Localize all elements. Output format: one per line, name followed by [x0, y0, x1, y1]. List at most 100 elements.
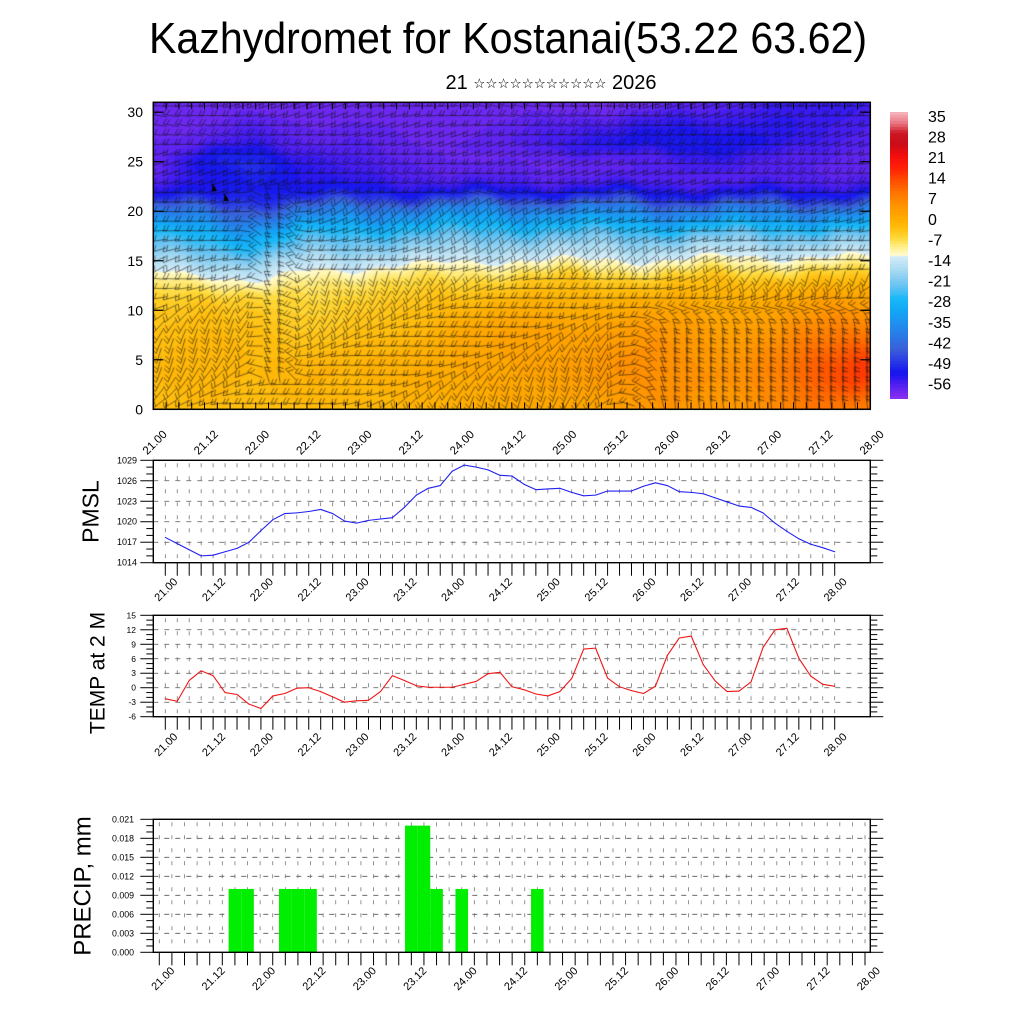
x-tick-label: 21.12 [200, 576, 228, 604]
pmsl-line-segment [535, 488, 549, 491]
temp-line-segment [535, 693, 549, 697]
x-tick-label: 22.00 [248, 731, 276, 759]
x-tick-label: 27.12 [774, 731, 802, 759]
pmsl-ticks [140, 459, 884, 576]
x-tick-label: 27.00 [754, 965, 782, 993]
y-tick-label: -6 [128, 712, 136, 722]
temp-line-segment [654, 654, 668, 687]
x-tick-label: 24.12 [502, 965, 530, 993]
pmsl-line-segment [714, 497, 728, 503]
y-tick-label: 25 [127, 154, 143, 170]
pmsl-line-segment [487, 469, 501, 476]
x-tick-label: 22.12 [296, 731, 324, 759]
x-tick-label: 21.00 [149, 965, 177, 993]
x-tick-label: 23.12 [397, 429, 426, 458]
x-tick-label: 22.00 [248, 576, 276, 604]
y-tick-label: -3 [128, 697, 136, 707]
x-tick-label: 22.12 [295, 429, 324, 458]
x-tick-label: 21.00 [152, 731, 180, 759]
x-tick-label: 25.12 [602, 429, 631, 458]
pmsl-line-segment [750, 506, 764, 514]
pmsl-line-segment [308, 508, 322, 513]
temperature-wind-heatmap [153, 102, 870, 409]
pmsl-line-segment [595, 490, 609, 496]
x-tick-label: 28.00 [858, 429, 887, 458]
pmsl-line-segment [272, 512, 286, 521]
y-tick-label: 5 [135, 352, 143, 368]
subtitle-month-missing-glyphs: ☆☆☆☆☆☆☆☆☆☆☆ [473, 76, 607, 92]
pmsl-line-segment [786, 530, 800, 540]
temp-ticks [140, 614, 884, 730]
pmsl-line-segment [439, 470, 453, 487]
temp-frame [152, 614, 872, 718]
precip-bar [279, 888, 292, 953]
temp-line-segment [284, 687, 298, 695]
pmsl-line-segment [391, 506, 405, 519]
temp-line-segment [320, 691, 334, 698]
temp-line-segment [774, 627, 788, 631]
y-tick-label: 1029 [117, 455, 137, 465]
pmsl-line-segment [296, 510, 310, 514]
pmsl-grid [153, 463, 871, 563]
x-tick-label: 24.12 [499, 429, 528, 458]
precip-bar [455, 888, 469, 953]
pmsl-line-segment [284, 512, 298, 515]
y-tick-label: 3 [131, 668, 136, 678]
y-tick-label: 0.009 [112, 890, 134, 900]
temp-line-segment [463, 680, 477, 685]
pmsl-line-segment [702, 493, 716, 499]
temp-line-segment [630, 690, 644, 695]
temp-line-segment [666, 637, 680, 656]
colorbar-label: 14 [928, 171, 946, 188]
pmsl-line-segment [260, 519, 274, 532]
x-tick-label: 22.00 [243, 429, 272, 458]
colorbar-label: -35 [928, 315, 951, 332]
pmsl-line-segment [356, 519, 370, 524]
y-tick-label: 1023 [117, 496, 137, 506]
x-tick-label: 24.00 [439, 576, 467, 604]
x-tick-label: 27.12 [807, 429, 836, 458]
temp-line-segment [822, 683, 836, 687]
pmsl-line-segment [475, 466, 489, 471]
x-tick-label: 26.12 [704, 429, 733, 458]
x-tick-label: 26.12 [678, 731, 706, 759]
temp-line-segment [762, 629, 776, 649]
pmsl-line-segment [762, 512, 776, 524]
pmsl-line-segment [547, 487, 561, 490]
pmsl-line-segment [344, 520, 358, 524]
temp-line-segment [475, 673, 489, 683]
x-tick-label: 25.00 [553, 965, 581, 993]
subtitle-year: 2026 [612, 72, 657, 94]
pmsl-line-segment [248, 530, 262, 543]
y-tick-label: 20 [127, 203, 143, 219]
x-tick-label: 23.12 [401, 965, 429, 993]
x-tick-label: 24.00 [448, 429, 477, 458]
temp-line-segment [607, 677, 621, 688]
x-tick-label: 26.00 [630, 731, 658, 759]
temp-line-segment [367, 691, 382, 701]
temp-axis-title: TEMP at 2 M [87, 612, 110, 734]
temp-line-segment [798, 657, 812, 677]
x-tick-label: 21.00 [141, 429, 170, 458]
y-tick-label: 1020 [117, 517, 137, 527]
temp-line-segment [248, 703, 262, 710]
precip-bar [291, 888, 305, 953]
colorbar-label: 21 [928, 150, 946, 167]
pmsl-line-segment [810, 543, 824, 549]
temp-line-segment [344, 700, 358, 703]
temp-line-segment [690, 635, 704, 666]
y-tick-label: 0.015 [112, 852, 134, 862]
y-tick-label: 0.006 [112, 909, 134, 919]
y-tick-label: 1014 [117, 558, 137, 568]
temp-line-segment [678, 635, 692, 639]
pmsl-line-segment [463, 464, 477, 468]
pmsl-line-segment [320, 508, 334, 515]
pmsl-line-segment [379, 517, 393, 520]
temp-line-segment [595, 647, 609, 679]
colorbar [890, 112, 908, 399]
temp-line-segment [511, 686, 525, 691]
pmsl-line-segment [212, 551, 226, 556]
pmsl-line-segment [630, 485, 644, 492]
precip-bar [304, 888, 317, 953]
